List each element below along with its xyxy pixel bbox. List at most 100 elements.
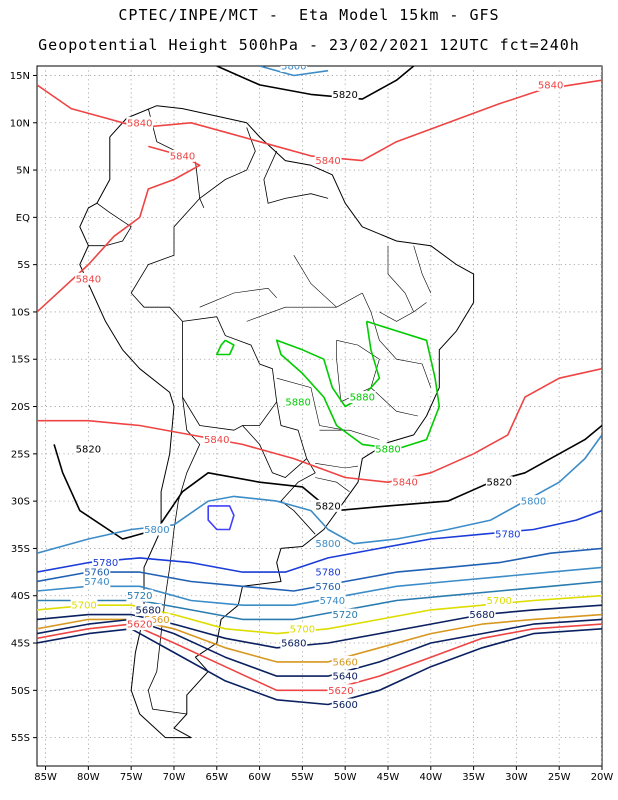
state-border: [379, 302, 427, 322]
contour-label: 5800: [281, 62, 306, 73]
lat-tick-label: EQ: [16, 213, 30, 224]
land-boundaries: [79, 105, 475, 739]
lat-tick-label: 50S: [11, 686, 30, 697]
contour-labels: 5880 5880 5880 5840 5840 5840 5840 5840 5840 5840…: [70, 62, 565, 711]
lon-tick-label: 70W: [163, 772, 186, 783]
contour-label-bg: [331, 655, 359, 668]
contour-label-bg: [203, 433, 231, 446]
contour-label-bg: [331, 698, 359, 711]
country-border: [263, 150, 329, 204]
lat-tick-label: 10N: [10, 118, 30, 129]
contour-label: 5740: [84, 577, 109, 588]
lat-tick-label: 5S: [17, 260, 30, 271]
contour-label: 5680: [136, 605, 161, 616]
contour-label: 5660: [332, 657, 357, 668]
contour-label: 5720: [127, 591, 152, 602]
lon-tick-label: 75W: [120, 772, 143, 783]
contour-label-bg: [83, 566, 111, 579]
lon-tick-label: 40W: [419, 772, 442, 783]
contour-label-bg: [314, 566, 342, 579]
state-border: [276, 377, 346, 431]
contour-label: 5660: [144, 615, 169, 626]
contour-label: 5620: [328, 686, 353, 697]
lon-tick-label: 65W: [205, 772, 228, 783]
contour-label-bg: [494, 528, 522, 541]
contour-label: 5680: [281, 639, 306, 650]
contour-label-bg: [92, 556, 119, 569]
axis-ticks: 15N 10N 5N EQ 5S 10S 15S 20S 25S 30S 35S 40S 45S 50S 5…: [10, 71, 614, 783]
contour-label-bg: [520, 495, 547, 508]
map-title-line-1: CPTEC/INPE/MCT - Eta Model 15km - GFS: [118, 6, 500, 24]
lat-tick-label: 45S: [11, 639, 30, 650]
contour-label-bg: [318, 594, 346, 607]
contour-5800: [259, 66, 329, 77]
contour-5620: [37, 623, 602, 692]
lon-tick-label: 85W: [34, 772, 57, 783]
contour-label-bg: [70, 599, 98, 612]
lon-tick-label: 35W: [462, 772, 485, 783]
contour-label: 5840: [170, 151, 195, 162]
lon-tick-label: 55W: [291, 772, 314, 783]
country-border: [147, 397, 201, 715]
contour-label-bg: [314, 537, 342, 550]
contour-5880: [216, 339, 235, 356]
contour-label-bg: [485, 594, 513, 607]
state-border: [319, 429, 380, 440]
contour-label-bg: [134, 603, 162, 616]
contour-label-bg: [126, 589, 154, 602]
contour-label: 5640: [332, 672, 357, 683]
contour-label: 5780: [495, 530, 520, 541]
contour-5860: [207, 505, 235, 531]
contour-5840: [37, 79, 602, 162]
lon-tick-label: 80W: [77, 772, 100, 783]
contour-label-bg: [280, 66, 308, 72]
contour-label-bg: [280, 637, 308, 650]
contour-label: 5840: [392, 478, 417, 489]
lat-tick-label: 15S: [11, 355, 30, 366]
lon-tick-label: 20W: [591, 772, 614, 783]
contour-label: 5880: [375, 445, 400, 456]
contour-label: 5800: [521, 497, 546, 508]
contour-label: 5840: [127, 118, 152, 129]
contour-label: 5820: [76, 445, 101, 456]
contour-label: 5700: [290, 624, 315, 635]
state-border: [362, 292, 432, 388]
contour-label-bg: [74, 443, 102, 456]
country-border: [199, 127, 256, 209]
contour-label: 5600: [332, 700, 357, 711]
contour-label-bg: [348, 391, 376, 404]
state-border: [315, 477, 350, 492]
lon-tick-label: 30W: [505, 772, 528, 783]
contour-label: 5840: [315, 156, 340, 167]
lat-tick-label: 20S: [11, 402, 30, 413]
lon-tick-label: 50W: [334, 772, 357, 783]
contour-label: 5840: [204, 435, 229, 446]
contour-label-bg: [314, 154, 342, 167]
state-border: [370, 387, 418, 417]
lon-tick-label: 60W: [248, 772, 271, 783]
contour-label-bg: [284, 395, 312, 408]
contour-label-bg: [314, 580, 342, 593]
contour-label: 5820: [315, 501, 340, 512]
contour-label-bg: [468, 608, 496, 621]
state-border: [387, 245, 414, 313]
country-border: [88, 202, 132, 247]
contour-label: 5700: [487, 596, 512, 607]
contour-label: 5880: [350, 393, 375, 404]
map-frame: [36, 65, 603, 767]
contour-5780: [37, 509, 602, 573]
state-border: [199, 287, 277, 308]
contour-label: 5840: [76, 274, 101, 285]
contour-label-bg: [314, 499, 342, 512]
contour-label: 5780: [93, 558, 118, 569]
state-border: [246, 292, 363, 322]
lat-tick-label: 5N: [16, 166, 30, 177]
map-title-line-2: Geopotential Height 500hPa - 23/02/2021 …: [38, 36, 580, 54]
lat-tick-label: 10S: [11, 307, 30, 318]
contour-label-bg: [143, 523, 171, 536]
contour-5600: [37, 627, 602, 706]
contour-label: 5800: [144, 525, 169, 536]
contour-5640: [37, 618, 602, 677]
coastline: [79, 105, 475, 739]
contour-label: 5800: [315, 539, 340, 550]
